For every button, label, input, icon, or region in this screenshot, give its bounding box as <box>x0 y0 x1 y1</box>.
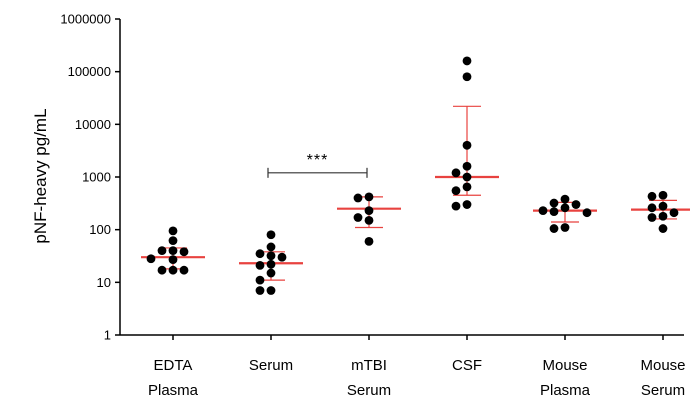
data-point <box>462 72 472 82</box>
data-point <box>571 200 581 209</box>
y-tick-label: 1000 <box>82 170 111 185</box>
data-point <box>266 286 276 295</box>
data-point <box>353 213 363 222</box>
data-point <box>266 268 276 278</box>
category-label: mTBI <box>351 357 387 374</box>
y-tick-label: 1000000 <box>60 12 111 27</box>
y-tick-label: 10 <box>97 275 111 290</box>
data-point <box>658 224 668 233</box>
data-point <box>179 247 189 257</box>
summary-bars <box>141 105 690 281</box>
data-point <box>647 191 657 201</box>
data-point <box>647 213 657 222</box>
data-point <box>157 265 167 275</box>
data-point <box>255 249 265 259</box>
data-point <box>266 251 276 261</box>
data-point <box>266 230 276 240</box>
data-point <box>364 236 374 246</box>
category-label: Plasma <box>540 382 591 399</box>
data-point <box>462 182 472 192</box>
data-point <box>658 211 668 221</box>
y-tick-label: 10000 <box>75 117 111 132</box>
data-point <box>364 192 374 202</box>
data-point <box>168 265 178 275</box>
data-point <box>669 208 679 218</box>
category-label: Mouse <box>640 357 685 374</box>
data-point <box>462 161 472 171</box>
data-point <box>658 201 668 211</box>
data-point <box>266 259 276 269</box>
data-point <box>549 207 559 217</box>
data-point <box>560 194 570 204</box>
data-point <box>168 226 178 236</box>
category-label: Mouse <box>542 357 587 374</box>
data-point <box>353 193 363 203</box>
category-label: Serum <box>347 382 391 399</box>
axes: 1 10 100 1000 10000 100000 1000000 <box>60 12 684 343</box>
data-point <box>647 203 657 213</box>
data-point <box>255 275 265 285</box>
data-point <box>462 172 472 182</box>
data-point <box>168 236 178 246</box>
significance-annotation: *** <box>267 152 368 178</box>
category-labels: EDTA Plasma Serum mTBI Serum CSF Mouse Plasma Mo… <box>148 357 686 399</box>
data-point <box>549 198 559 208</box>
category-label: Serum <box>249 357 293 374</box>
data-point <box>255 286 265 295</box>
data-point <box>364 206 374 216</box>
category-label: CSF <box>452 357 482 374</box>
data-point <box>157 246 167 256</box>
data-point <box>549 224 559 233</box>
data-point <box>462 56 472 66</box>
y-tick-label: 100000 <box>68 64 111 79</box>
data-point <box>266 242 276 252</box>
data-point <box>146 254 156 264</box>
data-point <box>658 190 668 200</box>
y-axis-title: pNF-heavy pg/mL <box>31 108 50 243</box>
category-label: Serum <box>641 382 685 399</box>
data-point <box>179 265 189 275</box>
data-point <box>582 208 592 218</box>
data-point <box>451 201 461 211</box>
data-point <box>538 206 548 216</box>
data-point <box>560 203 570 213</box>
data-point <box>560 223 570 232</box>
data-point <box>451 168 461 178</box>
data-point <box>168 255 178 265</box>
data-points <box>146 56 679 295</box>
data-point <box>462 140 472 150</box>
significance-label: *** <box>307 152 329 169</box>
y-tick-label: 1 <box>104 328 111 343</box>
data-point <box>168 246 178 256</box>
category-label: EDTA <box>154 357 193 374</box>
data-point <box>277 252 287 262</box>
data-point <box>462 200 472 209</box>
y-tick-label: 100 <box>89 222 111 237</box>
data-point <box>451 186 461 196</box>
category-label: Plasma <box>148 382 199 399</box>
data-point <box>255 260 265 270</box>
data-point <box>364 215 374 225</box>
